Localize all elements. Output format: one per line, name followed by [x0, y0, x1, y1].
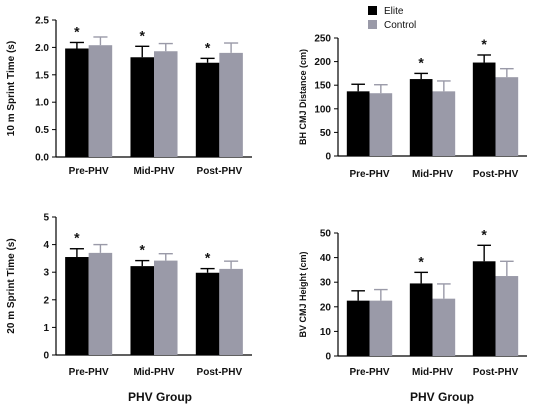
legend-label-elite: Elite — [384, 6, 404, 17]
x-category-label: Post-PHV — [473, 367, 519, 378]
significance-marker: * — [140, 242, 146, 258]
bar-control-post-phv — [219, 52, 243, 157]
bar-control-post-phv — [495, 77, 519, 156]
y-axis-title: BV CMJ Height (cm) — [298, 251, 308, 337]
y-tick-label: 0.0 — [35, 153, 49, 164]
y-tick-label: 0 — [325, 352, 331, 363]
legend-swatch-elite — [368, 6, 377, 15]
significance-marker: * — [205, 250, 211, 266]
x-category-label: Post-PHV — [473, 169, 519, 180]
significance-marker: * — [418, 54, 424, 70]
bar-control-mid-phv — [154, 260, 178, 355]
y-tick-label: 50 — [320, 229, 332, 240]
bar-elite-post-phv — [472, 62, 496, 156]
y-tick-label: 10 — [320, 327, 332, 338]
y-tick-label: 2.5 — [35, 16, 49, 27]
x-group-title-right: PHV Group — [410, 390, 474, 404]
x-category-label: Pre-PHV — [349, 367, 389, 378]
y-tick-label: 2 — [43, 295, 49, 306]
x-category-label: Post-PHV — [197, 367, 243, 378]
y-tick-label: 1.5 — [35, 70, 49, 81]
significance-marker: * — [481, 226, 487, 242]
significance-marker: * — [418, 253, 424, 269]
y-tick-label: 5 — [43, 213, 49, 224]
x-category-label: Mid-PHV — [412, 367, 453, 378]
legend: Elite Control — [368, 6, 416, 31]
bar-elite-pre-phv — [346, 300, 370, 356]
x-category-label: Mid-PHV — [412, 169, 453, 180]
bar-elite-pre-phv — [65, 257, 89, 355]
bar-elite-mid-phv — [130, 266, 154, 355]
significance-marker: * — [74, 230, 80, 246]
y-axis-title: 20 m Sprint Time (s) — [6, 238, 17, 333]
bar-elite-mid-phv — [409, 283, 433, 356]
significance-marker: * — [74, 23, 80, 39]
y-tick-label: 0 — [43, 351, 49, 362]
y-tick-label: 2.0 — [35, 43, 49, 54]
y-tick-label: 1 — [43, 323, 49, 334]
x-category-label: Mid-PHV — [133, 367, 174, 378]
x-category-label: Pre-PHV — [69, 166, 109, 177]
bar-elite-post-phv — [472, 261, 496, 356]
bar-control-post-phv — [495, 276, 519, 356]
x-category-label: Pre-PHV — [349, 169, 389, 180]
bar-control-pre-phv — [369, 93, 393, 156]
panel-bh-cmj-distance: 0 50 100 150 200 250 BH CMJ Distance (cm) Pre-P… — [298, 34, 527, 180]
y-tick-label: 0 — [325, 152, 331, 163]
bar-elite-pre-phv — [346, 91, 370, 156]
y-tick-label: 200 — [314, 57, 331, 68]
bar-elite-mid-phv — [130, 57, 154, 157]
y-tick-label: 1.0 — [35, 98, 49, 109]
y-tick-label: 20 — [320, 302, 332, 313]
significance-marker: * — [205, 39, 211, 55]
y-tick-label: 4 — [43, 240, 49, 251]
y-axis-title: 10 m Sprint Time (s) — [6, 41, 17, 136]
panel-20m-sprint: 0 1 2 3 4 5 20 m Sprint Time (s) * Pre-PHV * Mid-P… — [6, 213, 252, 378]
bar-control-mid-phv — [432, 298, 456, 356]
legend-label-control: Control — [384, 20, 416, 31]
x-category-label: Pre-PHV — [69, 367, 109, 378]
bar-control-mid-phv — [154, 51, 178, 157]
bar-elite-post-phv — [195, 62, 220, 157]
y-tick-label: 50 — [320, 128, 332, 139]
panel-bv-cmj-height: 0 10 20 30 40 50 BV CMJ Height (cm) Pre-PHV * Mid… — [298, 226, 527, 378]
y-tick-label: 100 — [314, 104, 331, 115]
bar-control-post-phv — [219, 268, 243, 355]
panel-10m-sprint: 0.0 0.5 1.0 1.5 2.0 2.5 10 m Sprint Time (s) * P… — [6, 16, 252, 177]
bar-control-pre-phv — [88, 252, 113, 355]
legend-swatch-control — [368, 20, 377, 29]
bar-elite-post-phv — [195, 272, 220, 355]
y-tick-label: 0.5 — [35, 125, 49, 136]
y-tick-label: 40 — [320, 253, 332, 264]
y-tick-label: 250 — [314, 34, 331, 45]
x-group-title-left: PHV Group — [128, 390, 192, 404]
significance-marker: * — [140, 27, 146, 43]
bar-control-pre-phv — [369, 300, 393, 356]
y-tick-label: 3 — [43, 268, 49, 279]
bar-elite-mid-phv — [409, 79, 433, 156]
x-category-label: Mid-PHV — [133, 166, 174, 177]
y-axis-title: BH CMJ Distance (cm) — [298, 49, 308, 145]
y-tick-label: 150 — [314, 81, 331, 92]
significance-marker: * — [481, 36, 487, 52]
bar-control-pre-phv — [88, 45, 113, 157]
y-tick-label: 30 — [320, 278, 332, 289]
x-category-label: Post-PHV — [197, 166, 243, 177]
bar-control-mid-phv — [432, 91, 456, 156]
bar-elite-pre-phv — [65, 48, 89, 157]
